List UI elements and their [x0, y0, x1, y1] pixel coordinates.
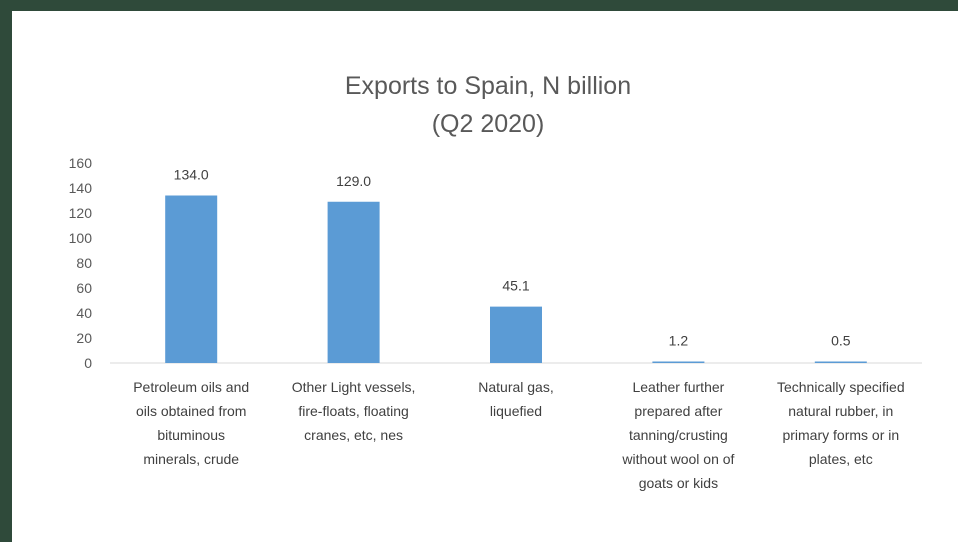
data-label: 0.5 [831, 333, 851, 349]
y-tick-label: 140 [69, 180, 93, 196]
y-tick-label: 100 [69, 230, 93, 246]
category-label-line: cranes, etc, nes [304, 427, 403, 443]
bar-series [165, 195, 867, 363]
bar [490, 306, 542, 363]
category-label-line: liquefied [490, 403, 542, 419]
data-label: 45.1 [502, 278, 529, 294]
bar [652, 361, 705, 363]
category-label-line: fire-floats, floating [298, 403, 409, 419]
category-label-line: minerals, crude [143, 451, 239, 467]
category-label-line: bituminous [157, 427, 225, 443]
category-label-line: oils obtained from [136, 403, 247, 419]
bar [165, 195, 218, 363]
category-label-line: Petroleum oils and [133, 379, 249, 395]
chart-frame: Exports to Spain, N billion (Q2 2020) 0 2… [12, 11, 958, 542]
category-label-line: without wool on of [621, 451, 734, 467]
bar [327, 201, 380, 363]
y-tick-label: 160 [69, 155, 93, 171]
chart-title: Exports to Spain, N billion [345, 72, 631, 100]
x-axis-categories: Petroleum oils and oils obtained from bitu… [133, 379, 904, 491]
data-label: 1.2 [669, 333, 689, 349]
category-label-line: plates, etc [809, 451, 873, 467]
chart-subtitle: (Q2 2020) [432, 110, 545, 138]
y-tick-label: 20 [76, 330, 92, 346]
y-tick-label: 60 [76, 280, 92, 296]
category-label-line: goats or kids [639, 475, 718, 491]
bar-chart: Exports to Spain, N billion (Q2 2020) 0 2… [69, 72, 922, 491]
category-label-line: Technically specified [777, 379, 905, 395]
y-axis: 0 20 40 60 80 100 120 140 160 [69, 155, 93, 371]
category-label-line: natural rubber, in [788, 403, 893, 419]
category-label-line: Leather further [632, 379, 724, 395]
bar [814, 361, 867, 363]
data-label: 129.0 [336, 173, 371, 189]
y-tick-label: 80 [76, 255, 92, 271]
y-tick-label: 0 [84, 355, 92, 371]
category-label-line: tanning/crusting [629, 427, 728, 443]
category-label-line: prepared after [634, 403, 722, 419]
y-tick-label: 40 [76, 305, 92, 321]
category-label-line: Natural gas, [478, 379, 553, 395]
category-label-line: Other Light vessels, [292, 379, 416, 395]
data-label: 134.0 [174, 167, 209, 183]
data-labels: 134.0 129.0 45.1 1.2 0.5 [174, 167, 851, 349]
y-tick-label: 120 [69, 205, 93, 221]
category-label-line: primary forms or in [782, 427, 899, 443]
